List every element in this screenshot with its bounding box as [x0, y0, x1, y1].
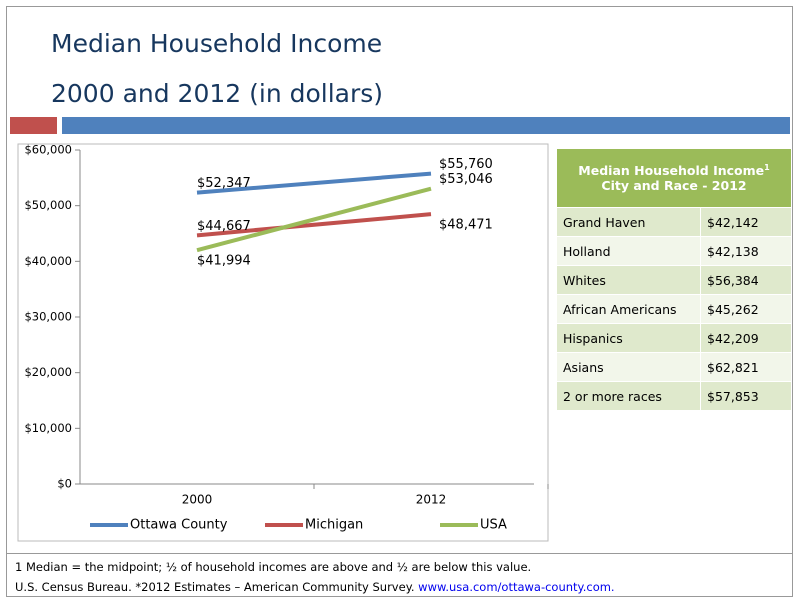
y-tick-label: $30,000	[24, 310, 72, 324]
table-row: African Americans $45,262	[556, 294, 792, 324]
table-row: Asians $62,821	[556, 352, 792, 382]
chart: $0 $10,000 $20,000 $30,000 $40,000 $50,000 $60…	[17, 143, 549, 542]
accent-blue	[62, 117, 790, 134]
legend-label: Ottawa County	[130, 518, 228, 533]
value-cell: $42,142	[700, 207, 792, 237]
data-label: $55,760	[439, 157, 493, 172]
y-tick-label: $60,000	[24, 143, 72, 157]
value-cell: $42,138	[700, 236, 792, 266]
table-row: Whites $56,384	[556, 265, 792, 295]
table-row: 2 or more races $57,853	[556, 381, 792, 411]
chart-frame	[17, 143, 549, 542]
label-cell: 2 or more races	[556, 381, 701, 411]
table-row: Grand Haven $42,142	[556, 207, 792, 237]
label-cell: Asians	[556, 352, 701, 382]
y-tick-label: $20,000	[24, 365, 72, 379]
source-text: U.S. Census Bureau. *2012 Estimates – Am…	[15, 580, 415, 594]
y-tick-label: $10,000	[24, 421, 72, 435]
series-line	[196, 212, 432, 238]
series-line	[196, 186, 432, 253]
value-cell: $57,853	[700, 381, 792, 411]
y-tick-label: $50,000	[24, 198, 72, 212]
legend-label: USA	[480, 518, 507, 533]
title-line: Median Household Income	[51, 29, 383, 58]
data-label: $48,471	[439, 218, 493, 233]
y-tick-label: $40,000	[24, 254, 72, 268]
slide: Median Household Income 2000 and 2012 (i…	[6, 6, 793, 597]
y-tick-label: $0	[57, 477, 72, 491]
data-label: $44,667	[197, 219, 251, 234]
footnote: 1 Median = the midpoint; ½ of household …	[15, 560, 532, 574]
header-title: Median Household Income	[578, 163, 765, 179]
table-header: Median Household Income1 City and Race - …	[556, 148, 792, 208]
value-cell: $56,384	[700, 265, 792, 295]
header-sup: 1	[764, 162, 770, 172]
source-link[interactable]: www.usa.com/ottawa-county.com.	[418, 580, 615, 594]
separator	[7, 553, 792, 554]
value-cell: $62,821	[700, 352, 792, 382]
data-label: $41,994	[197, 254, 251, 269]
data-label: $52,347	[197, 176, 251, 191]
table-row: Holland $42,138	[556, 236, 792, 266]
label-cell: Holland	[556, 236, 701, 266]
label-cell: Whites	[556, 265, 701, 295]
x-tick-label: 2012	[416, 493, 447, 507]
label-cell: Grand Haven	[556, 207, 701, 237]
label-cell: Hispanics	[556, 323, 701, 353]
value-cell: $45,262	[700, 294, 792, 324]
income-table: Median Household Income1 City and Race - …	[556, 148, 792, 411]
source: U.S. Census Bureau. *2012 Estimates – Am…	[15, 580, 615, 594]
series-line	[196, 171, 432, 195]
label-cell: African Americans	[556, 294, 701, 324]
header-subtitle: City and Race - 2012	[601, 178, 747, 194]
x-tick-label: 2000	[182, 493, 213, 507]
data-label: $53,046	[439, 172, 493, 187]
title-line: 2000 and 2012 (in dollars)	[51, 79, 384, 108]
value-cell: $42,209	[700, 323, 792, 353]
legend-label: Michigan	[305, 518, 363, 533]
table-row: Hispanics $42,209	[556, 323, 792, 353]
accent-red	[10, 117, 57, 134]
